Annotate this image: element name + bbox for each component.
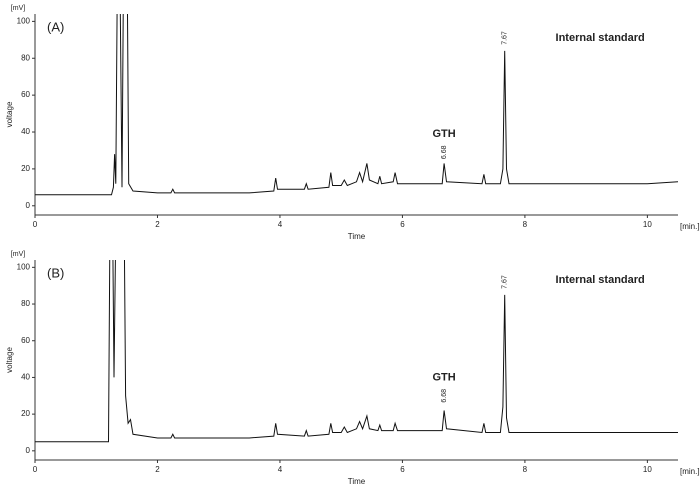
y-tick-label: 60 (21, 90, 30, 99)
x-tick-label: 4 (278, 465, 283, 474)
x-tick-label: 8 (523, 465, 528, 474)
y-tick-label: 0 (26, 201, 31, 210)
x-tick-label: 10 (643, 465, 652, 474)
trace (35, 14, 678, 196)
peak-label: 6.68 (441, 145, 448, 159)
peak-label: 7.67 (502, 31, 509, 45)
y-tick-label: 40 (21, 373, 30, 382)
x-tick-label: 8 (523, 220, 528, 229)
panel-label: (A) (47, 19, 64, 34)
x-tick-label: 6 (400, 465, 405, 474)
x-tick-label: 2 (155, 465, 160, 474)
y-tick-label: 80 (21, 299, 30, 308)
x-tick-label: 10 (643, 220, 652, 229)
x-unit: [min.] (680, 222, 700, 231)
x-tick-label: 6 (400, 220, 405, 229)
y-tick-label: 80 (21, 53, 30, 62)
panel-label: (B) (47, 265, 64, 280)
y-tick-label: 0 (26, 446, 31, 455)
y-tick-label: 20 (21, 164, 30, 173)
annotation: GTH (432, 128, 455, 140)
annotation: Internal standard (556, 32, 645, 44)
x-tick-label: 0 (33, 220, 38, 229)
y-unit: [mV] (11, 5, 25, 12)
y-axis-label: voltage (5, 101, 14, 127)
y-tick-label: 100 (17, 262, 31, 271)
annotation: GTH (432, 371, 455, 383)
annotation: Internal standard (556, 274, 645, 286)
x-tick-label: 0 (33, 465, 38, 474)
x-unit: [min.] (680, 467, 700, 476)
x-tick-label: 2 (155, 220, 160, 229)
y-tick-label: 60 (21, 336, 30, 345)
y-axis-label: voltage (5, 347, 14, 373)
y-tick-label: 100 (17, 16, 31, 25)
x-axis-label: Time (348, 477, 366, 486)
y-unit: [mV] (11, 251, 25, 258)
y-tick-label: 20 (21, 409, 30, 418)
peak-label: 6.68 (441, 389, 448, 403)
peak-label: 7.67 (502, 275, 509, 289)
trace (35, 260, 678, 443)
x-axis-label: Time (348, 232, 366, 241)
x-tick-label: 4 (278, 220, 283, 229)
y-tick-label: 40 (21, 127, 30, 136)
